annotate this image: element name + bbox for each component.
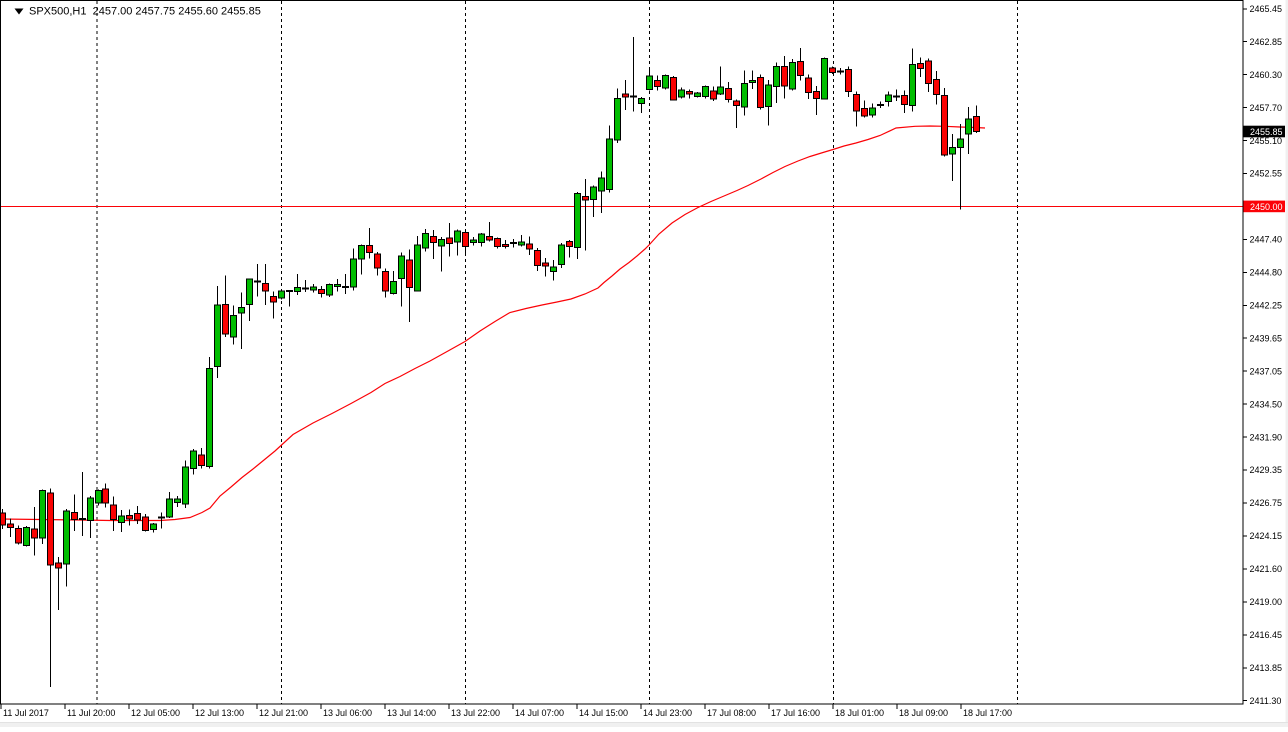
- svg-text:13 Jul 06:00: 13 Jul 06:00: [323, 708, 372, 718]
- svg-text:2421.60: 2421.60: [1250, 564, 1283, 574]
- svg-text:2416.45: 2416.45: [1250, 630, 1283, 640]
- svg-text:2439.65: 2439.65: [1250, 333, 1283, 343]
- svg-text:SPX500,H1 2457.00 2457.75 245: SPX500,H1 2457.00 2457.75 2455.60 2455.8…: [29, 6, 261, 18]
- svg-text:14 Jul 07:00: 14 Jul 07:00: [515, 708, 564, 718]
- svg-text:2424.15: 2424.15: [1250, 531, 1283, 541]
- svg-text:2460.30: 2460.30: [1250, 70, 1283, 80]
- svg-text:2462.85: 2462.85: [1250, 37, 1283, 47]
- svg-text:12 Jul 05:00: 12 Jul 05:00: [131, 708, 180, 718]
- svg-text:2455.85: 2455.85: [1250, 127, 1283, 137]
- svg-text:2419.00: 2419.00: [1250, 597, 1283, 607]
- svg-text:17 Jul 08:00: 17 Jul 08:00: [707, 708, 756, 718]
- svg-text:14 Jul 23:00: 14 Jul 23:00: [643, 708, 692, 718]
- svg-text:2429.35: 2429.35: [1250, 465, 1283, 475]
- svg-text:2452.55: 2452.55: [1250, 169, 1283, 179]
- svg-text:2437.05: 2437.05: [1250, 366, 1283, 376]
- svg-text:2426.75: 2426.75: [1250, 498, 1283, 508]
- svg-text:11 Jul 2017: 11 Jul 2017: [3, 708, 49, 718]
- svg-text:18 Jul 17:00: 18 Jul 17:00: [963, 708, 1012, 718]
- svg-text:12 Jul 21:00: 12 Jul 21:00: [259, 708, 308, 718]
- svg-text:13 Jul 22:00: 13 Jul 22:00: [451, 708, 500, 718]
- svg-text:11 Jul 20:00: 11 Jul 20:00: [67, 708, 115, 718]
- svg-text:2465.45: 2465.45: [1250, 4, 1283, 14]
- svg-text:2413.85: 2413.85: [1250, 663, 1283, 673]
- svg-text:18 Jul 09:00: 18 Jul 09:00: [899, 708, 948, 718]
- svg-text:2444.80: 2444.80: [1250, 268, 1283, 278]
- svg-text:2447.40: 2447.40: [1250, 235, 1283, 245]
- svg-text:13 Jul 14:00: 13 Jul 14:00: [387, 708, 436, 718]
- svg-text:12 Jul 13:00: 12 Jul 13:00: [195, 708, 244, 718]
- svg-text:2457.70: 2457.70: [1250, 103, 1283, 113]
- svg-text:14 Jul 15:00: 14 Jul 15:00: [579, 708, 628, 718]
- svg-text:17 Jul 16:00: 17 Jul 16:00: [771, 708, 820, 718]
- svg-text:2411.30: 2411.30: [1250, 696, 1282, 706]
- svg-text:2434.50: 2434.50: [1250, 399, 1283, 409]
- svg-text:2431.90: 2431.90: [1250, 432, 1283, 442]
- svg-text:2442.25: 2442.25: [1250, 301, 1283, 311]
- svg-text:2450.00: 2450.00: [1250, 202, 1283, 212]
- svg-text:18 Jul 01:00: 18 Jul 01:00: [835, 708, 884, 718]
